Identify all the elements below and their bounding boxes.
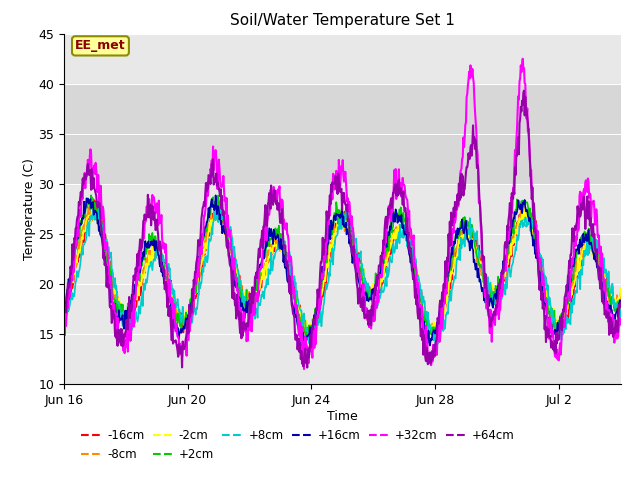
- Legend: -16cm, -8cm, -2cm, +2cm, +8cm, +16cm, +32cm, +64cm: -16cm, -8cm, -2cm, +2cm, +8cm, +16cm, +3…: [77, 424, 519, 466]
- X-axis label: Time: Time: [327, 409, 358, 422]
- Bar: [64, 134, 621, 184]
- Text: EE_met: EE_met: [75, 39, 126, 52]
- Bar: [64, 84, 621, 134]
- Title: Soil/Water Temperature Set 1: Soil/Water Temperature Set 1: [230, 13, 455, 28]
- Y-axis label: Temperature (C): Temperature (C): [22, 158, 36, 260]
